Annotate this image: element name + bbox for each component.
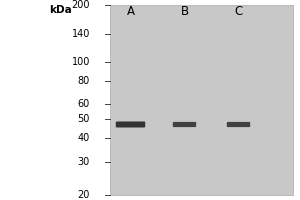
Text: 30: 30 bbox=[78, 157, 90, 167]
Text: A: A bbox=[127, 5, 134, 18]
Text: 200: 200 bbox=[71, 0, 90, 10]
Text: 40: 40 bbox=[78, 133, 90, 143]
Text: B: B bbox=[180, 5, 189, 18]
Text: 50: 50 bbox=[78, 114, 90, 124]
FancyBboxPatch shape bbox=[173, 122, 196, 127]
Text: 80: 80 bbox=[78, 76, 90, 86]
FancyBboxPatch shape bbox=[227, 122, 250, 127]
FancyBboxPatch shape bbox=[116, 121, 145, 127]
Text: 140: 140 bbox=[72, 29, 90, 39]
Text: kDa: kDa bbox=[49, 5, 72, 15]
Bar bbox=[110, 5, 292, 195]
Text: 20: 20 bbox=[78, 190, 90, 200]
Text: C: C bbox=[234, 5, 243, 18]
Text: 100: 100 bbox=[72, 57, 90, 67]
Text: 60: 60 bbox=[78, 99, 90, 109]
